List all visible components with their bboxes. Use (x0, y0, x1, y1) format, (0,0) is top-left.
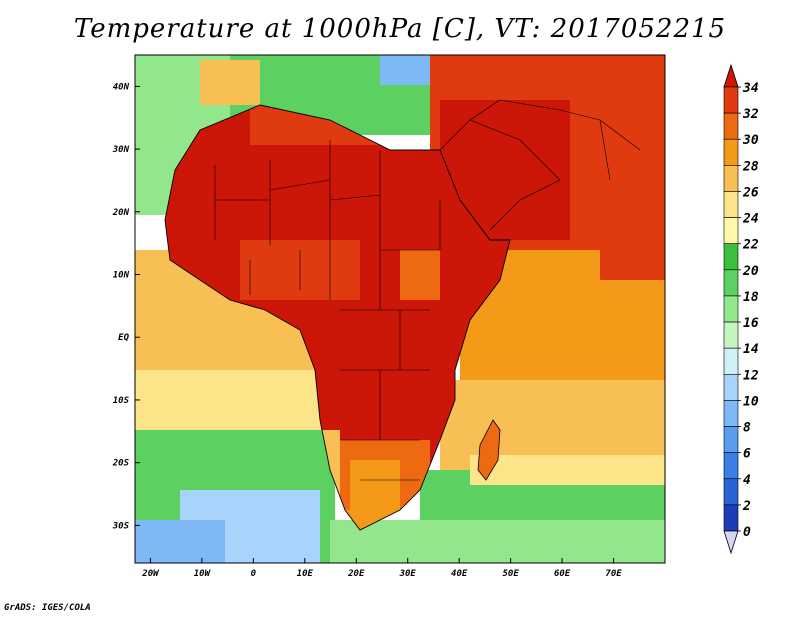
x-tick-label: 0 (251, 569, 257, 579)
x-tick-label: 10E (297, 569, 314, 579)
colorbar-swatch (723, 191, 739, 218)
colorbar-label: 20 (742, 264, 759, 279)
ocean-atlantic-mid (135, 370, 335, 440)
colorbar-label: 24 (742, 212, 759, 227)
india-land (600, 130, 665, 280)
y-axis: 40N 30N 20N 10N EQ 10S 20S 30S (112, 82, 140, 531)
colorbar-swatch (723, 373, 739, 401)
kalahari (350, 460, 400, 510)
country-borders (214, 140, 441, 481)
plot-area (135, 55, 665, 563)
x-tick-label: 20E (347, 569, 365, 579)
colorbar-swatch (723, 478, 739, 506)
colorbar-max-triangle (723, 63, 739, 88)
colorbar-swatch (723, 86, 739, 114)
colorbar-label: 18 (743, 290, 759, 305)
x-tick-label: 20W (141, 569, 160, 579)
colorbar-label: 8 (743, 421, 751, 436)
footer-credit: GrADS: IGES/COLA (4, 603, 91, 613)
madagascar (477, 419, 501, 481)
colorbar-min-triangle (723, 530, 739, 555)
colorbar-label: 28 (742, 159, 759, 174)
middle-east-borders (439, 99, 641, 231)
colorbar-swatch (723, 426, 739, 453)
y-tick-label: 10N (113, 271, 130, 281)
africa-coastline (164, 104, 511, 531)
y-tick-label: 30S (112, 521, 130, 531)
y-tick-label: 20S (112, 459, 130, 469)
colorbar-swatch (723, 138, 739, 166)
colorbar-swatch (723, 217, 739, 245)
colorbar-label: 0 (743, 525, 751, 540)
ocean-south-atlantic-blue (135, 520, 225, 563)
colorbar-swatch (723, 452, 739, 480)
colorbar-label: 4 (743, 473, 751, 488)
x-tick-label: 40E (451, 569, 468, 579)
x-tick-label: 70E (605, 569, 622, 579)
africa-land (165, 105, 510, 530)
y-tick-label: 10S (113, 396, 130, 406)
colorbar-label: 26 (742, 185, 759, 200)
y-tick-label: 30N (112, 145, 130, 155)
x-tick-label: 10W (194, 569, 212, 579)
plot-frame (134, 54, 666, 564)
y-tick-label: 20N (112, 208, 130, 218)
colorbar-label: 22 (742, 238, 759, 253)
colorbar-swatch (723, 112, 739, 140)
colorbar-label: 16 (743, 316, 759, 331)
colorbar-label: 12 (743, 368, 759, 383)
europe-land (200, 60, 260, 105)
y-tick-label: 40N (113, 82, 130, 92)
colorbar-swatch (723, 400, 739, 427)
y-tick-label: EQ (118, 333, 129, 343)
colorbar-label: 32 (742, 107, 759, 122)
colorbar-swatch (723, 504, 739, 532)
x-axis: 20W 10W 0 10E 20E 30E 40E 50E 60E 70E (141, 558, 622, 579)
x-tick-label: 60E (554, 569, 571, 579)
colorbar-swatch (723, 295, 739, 323)
colorbar-swatch (723, 347, 739, 375)
colorbar-label: 34 (742, 81, 759, 96)
colorbar-label: 14 (743, 342, 759, 357)
map-title: Temperature at 1000hPa [C], VT: 20170522… (73, 14, 727, 44)
ocean-indian-south-cool (330, 520, 665, 563)
colorbar-label: 10 (743, 394, 759, 409)
colorbar-swatch (723, 321, 739, 349)
colorbar-swatch (723, 165, 739, 192)
colorbar-label: 6 (743, 447, 751, 462)
colorbar-label: 30 (742, 133, 759, 148)
colorbar-label: 2 (742, 499, 751, 514)
ocean-indian-yellow (470, 455, 665, 485)
colorbar-swatch (723, 269, 739, 297)
east-africa-highland (400, 250, 440, 300)
colorbar-swatch (723, 243, 739, 271)
x-tick-label: 50E (502, 569, 519, 579)
x-tick-label: 30E (399, 569, 417, 579)
